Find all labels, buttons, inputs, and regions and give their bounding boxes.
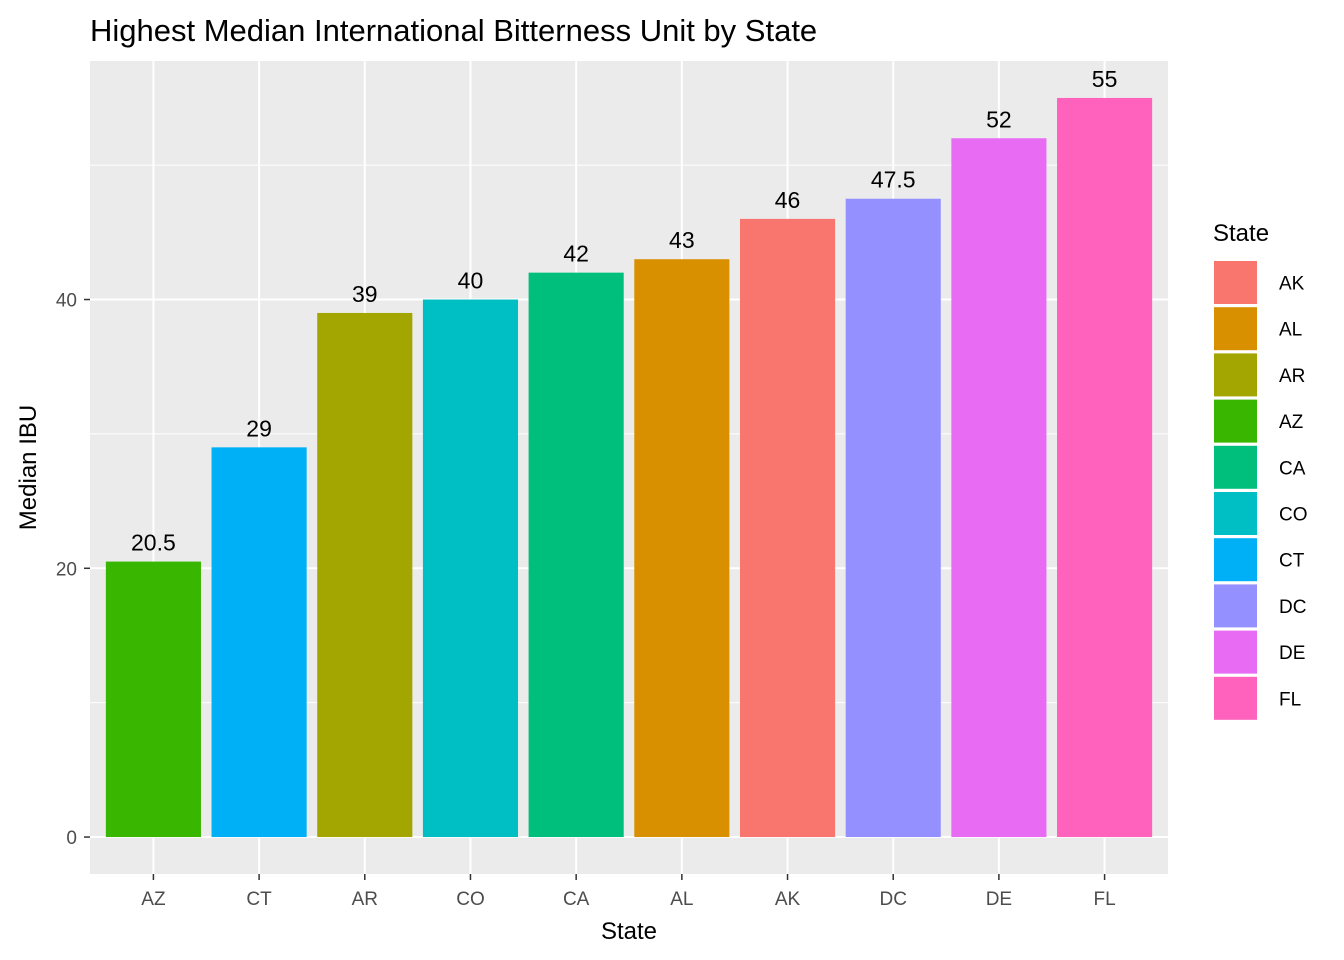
- bar-co: [422, 299, 519, 838]
- x-tick-label-de: DE: [986, 889, 1012, 910]
- x-tick-label-al: AL: [670, 889, 693, 910]
- legend-title: State: [1213, 220, 1269, 247]
- bar-ca: [528, 272, 624, 838]
- legend-key-fl: [1214, 676, 1257, 720]
- data-label-al: 43: [669, 227, 695, 253]
- legend-label-ca: CA: [1279, 458, 1306, 479]
- data-label-az: 20.5: [131, 530, 176, 556]
- y-axis: 0 20 40: [56, 291, 90, 849]
- x-tick-label-fl: FL: [1093, 889, 1115, 910]
- bars: [105, 97, 1153, 838]
- legend-key-ak: [1214, 261, 1257, 304]
- x-tick-label-az: AZ: [141, 889, 166, 910]
- bar-ak: [739, 218, 836, 838]
- legend-label-ar: AR: [1279, 366, 1305, 387]
- legend-key-de: [1214, 630, 1257, 674]
- legend-key-al: [1214, 307, 1257, 351]
- chart-title: Highest Median International Bitterness …: [90, 13, 817, 48]
- legend-label-al: AL: [1279, 320, 1302, 341]
- data-label-ct: 29: [246, 415, 272, 441]
- legend-label-de: DE: [1279, 643, 1305, 664]
- bar-de: [951, 138, 1047, 838]
- data-label-ar: 39: [352, 281, 378, 307]
- legend-label-co: CO: [1279, 505, 1308, 526]
- legend-key-az: [1214, 399, 1257, 443]
- data-label-ca: 42: [563, 241, 589, 267]
- x-tick-label-ar: AR: [352, 889, 378, 910]
- data-labels: 20.5 29 39 40 42 43 46 47.5 52 55: [131, 66, 1117, 556]
- x-axis-title: State: [601, 918, 657, 945]
- legend-key-ca: [1214, 445, 1257, 489]
- legend-label-az: AZ: [1279, 412, 1304, 433]
- x-tick-label-ak: AK: [775, 889, 801, 910]
- y-axis-title: Median IBU: [15, 405, 42, 530]
- y-tick-label: 20: [56, 559, 77, 580]
- legend-items: AK AL AR AZ CA CO CT DC DE FL: [1214, 261, 1308, 720]
- legend-key-dc: [1214, 584, 1257, 628]
- x-tick-label-dc: DC: [879, 889, 906, 910]
- legend-label-fl: FL: [1279, 689, 1301, 710]
- bar-al: [634, 259, 730, 838]
- bar-az: [105, 561, 201, 838]
- legend-key-co: [1214, 492, 1257, 535]
- data-label-ak: 46: [775, 187, 801, 213]
- y-tick-label: 0: [66, 828, 77, 849]
- data-label-de: 52: [986, 106, 1012, 132]
- bar-fl: [1057, 97, 1153, 838]
- x-tick-label-ca: CA: [563, 889, 590, 910]
- bar-dc: [845, 198, 941, 838]
- bar-ar: [317, 312, 413, 838]
- legend-label-ak: AK: [1279, 274, 1305, 295]
- x-tick-label-ct: CT: [246, 889, 272, 910]
- data-label-fl: 55: [1092, 66, 1118, 92]
- y-tick-label: 40: [56, 291, 77, 312]
- legend-key-ct: [1214, 538, 1257, 582]
- legend-key-ar: [1214, 353, 1257, 397]
- data-label-co: 40: [458, 268, 484, 294]
- legend: State AK AL AR AZ CA CO CT DC DE FL: [1213, 220, 1308, 720]
- legend-label-ct: CT: [1279, 551, 1305, 572]
- x-tick-label-co: CO: [456, 889, 485, 910]
- legend-label-dc: DC: [1279, 597, 1306, 618]
- bar-ct: [211, 447, 307, 838]
- x-axis: AZ CT AR CO CA AL AK DC DE FL: [141, 874, 1116, 910]
- data-label-dc: 47.5: [871, 167, 916, 193]
